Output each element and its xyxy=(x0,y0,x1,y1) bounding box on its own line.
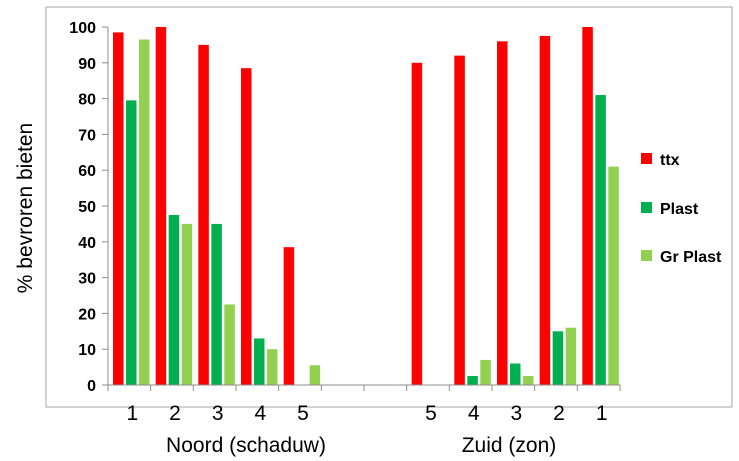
y-tick-label: 90 xyxy=(78,56,96,73)
y-tick-label: 100 xyxy=(69,20,96,37)
bar-ttx xyxy=(497,41,508,385)
bar-plast xyxy=(595,95,606,386)
bar-ttx xyxy=(539,35,551,385)
y-tick-label: 70 xyxy=(78,127,96,144)
bar-plast xyxy=(254,338,265,385)
plot-frame xyxy=(45,6,733,408)
bar-gr-plast xyxy=(608,166,619,385)
bar-ttx xyxy=(241,68,252,386)
y-tick-label: 10 xyxy=(78,342,96,359)
group-label-noord: Noord (schaduw) xyxy=(166,434,326,457)
bar-ttx xyxy=(454,55,465,385)
legend: ttx Plast Gr Plast xyxy=(641,152,722,266)
x-tick-label: 2 xyxy=(169,402,181,425)
bar-plast xyxy=(126,100,137,385)
x-tick-label: 2 xyxy=(553,402,565,425)
bar-ttx xyxy=(113,32,124,386)
x-tick-label: 1 xyxy=(596,402,608,425)
bar-plast xyxy=(510,363,521,385)
bar-plast xyxy=(211,223,222,385)
bar-gr-plast xyxy=(267,349,278,385)
y-tick-label: 0 xyxy=(87,378,96,395)
bar-ttx xyxy=(283,247,295,385)
x-tick-label: 4 xyxy=(468,402,480,425)
x-tick-label: 5 xyxy=(425,402,437,425)
y-tick-label: 60 xyxy=(78,163,96,180)
bar-ttx xyxy=(582,27,593,385)
x-tick-label: 1 xyxy=(126,402,138,425)
x-tick-label: 5 xyxy=(297,402,309,425)
bar-gr-plast xyxy=(139,39,150,385)
bar-ttx xyxy=(411,62,423,386)
legend-label-ttx: ttx xyxy=(660,152,680,169)
bar-gr-plast xyxy=(523,376,534,385)
bar-plast xyxy=(467,376,478,385)
y-tick-label: 50 xyxy=(78,199,96,216)
bar-plast xyxy=(168,214,180,385)
bar-gr-plast xyxy=(224,304,235,385)
y-tick-label: 30 xyxy=(78,271,96,288)
bar-ttx xyxy=(198,44,209,386)
y-axis: 0 10 20 30 40 50 60 70 80 90 100 xyxy=(69,20,109,395)
x-axis: 1 2 3 4 5 5 4 3 2 1 xyxy=(107,384,621,425)
y-tick-label: 20 xyxy=(78,306,96,323)
x-tick-label: 3 xyxy=(510,402,522,425)
legend-label-gr-plast: Gr Plast xyxy=(660,249,722,266)
legend-label-plast: Plast xyxy=(660,201,699,218)
x-tick-label: 3 xyxy=(212,402,224,425)
bar-gr-plast xyxy=(565,327,577,385)
bar-plast xyxy=(552,331,564,385)
legend-swatch-ttx xyxy=(641,153,652,164)
legend-swatch-gr-plast xyxy=(641,250,652,261)
legend-swatch-plast xyxy=(641,202,652,213)
bar-gr-plast xyxy=(181,223,193,385)
y-tick-label: 40 xyxy=(78,235,96,252)
bars xyxy=(113,27,619,386)
bar-ttx xyxy=(155,27,167,385)
y-axis-label: % bevroren bieten xyxy=(14,123,37,293)
bar-gr-plast xyxy=(480,359,491,385)
bar-gr-plast xyxy=(309,365,321,385)
group-label-zuid: Zuid (zon) xyxy=(462,434,557,457)
y-tick-label: 80 xyxy=(78,92,96,109)
x-tick-label: 4 xyxy=(254,402,266,425)
